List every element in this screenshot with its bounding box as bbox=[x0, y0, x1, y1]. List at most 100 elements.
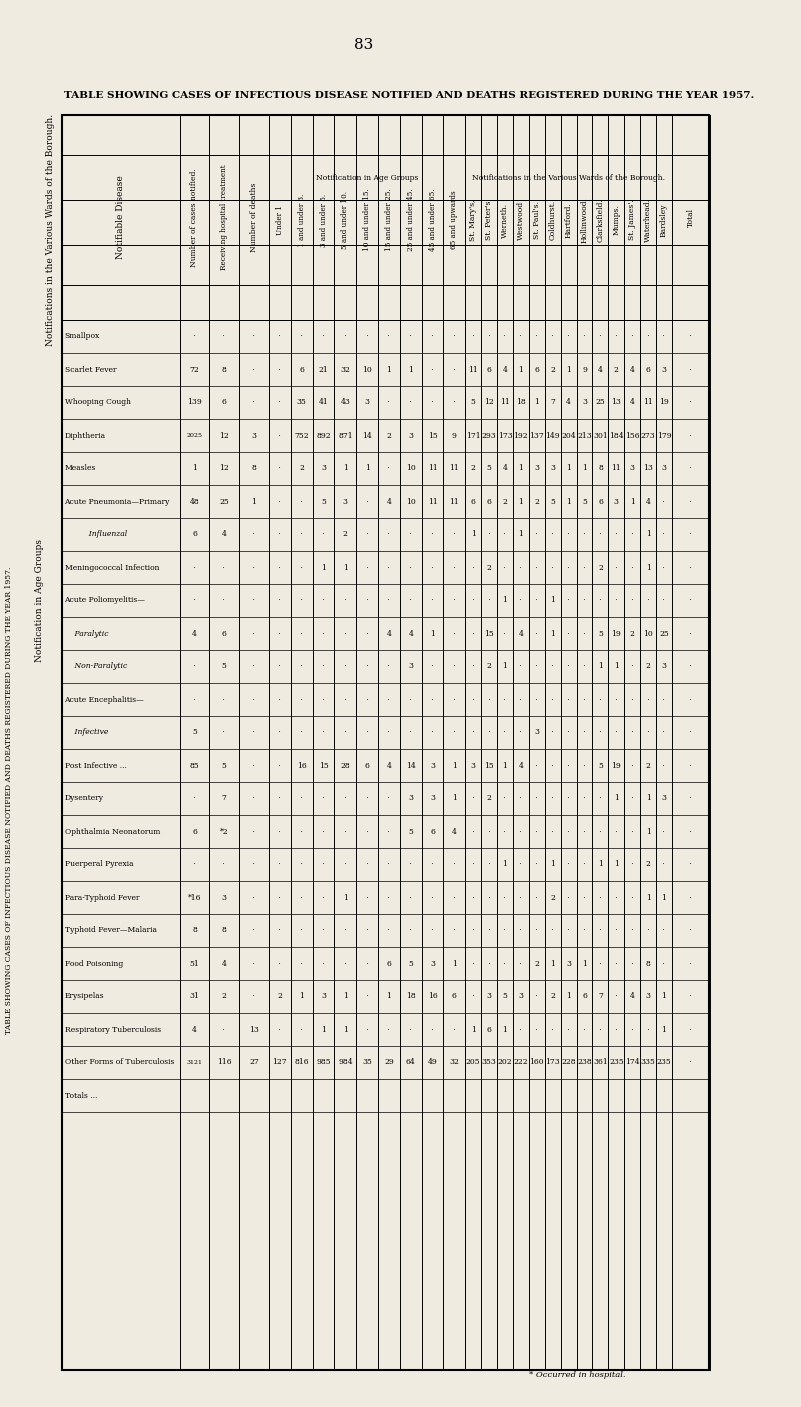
Text: ·: · bbox=[581, 530, 588, 539]
Text: ·: · bbox=[645, 1026, 652, 1034]
Text: 871: 871 bbox=[338, 432, 352, 439]
Text: 18: 18 bbox=[516, 398, 525, 407]
Text: 10: 10 bbox=[406, 464, 416, 473]
Text: ·: · bbox=[429, 597, 436, 605]
Text: 1: 1 bbox=[646, 795, 650, 802]
Text: ·: · bbox=[320, 795, 327, 802]
Text: ·: · bbox=[364, 926, 371, 934]
Text: 7: 7 bbox=[222, 795, 227, 802]
Text: 4: 4 bbox=[598, 366, 603, 373]
Text: ·: · bbox=[385, 563, 392, 571]
Text: ·: · bbox=[276, 398, 284, 407]
Text: ·: · bbox=[342, 960, 349, 968]
Text: ·: · bbox=[687, 629, 694, 637]
Text: ·: · bbox=[565, 893, 572, 902]
Text: 1: 1 bbox=[566, 366, 571, 373]
Text: ·: · bbox=[298, 663, 305, 671]
Text: ·: · bbox=[364, 563, 371, 571]
Text: ·: · bbox=[429, 398, 436, 407]
Text: 3: 3 bbox=[430, 960, 435, 968]
Text: 3: 3 bbox=[518, 992, 523, 1000]
Text: ·: · bbox=[661, 695, 667, 704]
Text: 192: 192 bbox=[513, 432, 528, 439]
Text: ·: · bbox=[549, 563, 557, 571]
Text: 1: 1 bbox=[321, 563, 326, 571]
Text: ·: · bbox=[342, 629, 349, 637]
Text: 2: 2 bbox=[646, 663, 650, 671]
Text: ·: · bbox=[501, 827, 509, 836]
Text: ·: · bbox=[565, 827, 572, 836]
Text: 3: 3 bbox=[343, 498, 348, 505]
Text: Other Forms of Tuberculosis: Other Forms of Tuberculosis bbox=[65, 1058, 174, 1067]
Text: ·: · bbox=[276, 926, 284, 934]
Text: 5: 5 bbox=[222, 663, 227, 671]
Text: 16: 16 bbox=[297, 761, 307, 770]
Text: ·: · bbox=[565, 597, 572, 605]
Text: 1: 1 bbox=[452, 960, 457, 968]
Text: 35: 35 bbox=[296, 398, 307, 407]
Text: ·: · bbox=[629, 695, 636, 704]
Text: ·: · bbox=[661, 332, 667, 340]
Text: 6: 6 bbox=[471, 498, 476, 505]
Text: 15: 15 bbox=[319, 761, 328, 770]
Text: ·: · bbox=[429, 332, 436, 340]
Text: ·: · bbox=[385, 827, 392, 836]
Text: ·: · bbox=[251, 563, 258, 571]
Text: ·: · bbox=[385, 926, 392, 934]
Text: ·: · bbox=[451, 366, 458, 373]
Text: ·: · bbox=[517, 893, 525, 902]
Text: * Occurred in hospital.: * Occurred in hospital. bbox=[529, 1370, 626, 1379]
Text: ·: · bbox=[298, 695, 305, 704]
Text: ·: · bbox=[533, 926, 541, 934]
Text: ·: · bbox=[581, 893, 588, 902]
Text: 12: 12 bbox=[219, 464, 229, 473]
Text: 5: 5 bbox=[222, 761, 227, 770]
Text: ·: · bbox=[549, 926, 557, 934]
Text: ·: · bbox=[629, 761, 636, 770]
Text: 6: 6 bbox=[387, 960, 392, 968]
Text: ·: · bbox=[565, 695, 572, 704]
Text: Under 1: Under 1 bbox=[276, 205, 284, 235]
Text: ·: · bbox=[276, 827, 284, 836]
Text: ·: · bbox=[220, 695, 227, 704]
Text: 4: 4 bbox=[387, 498, 392, 505]
Text: 5: 5 bbox=[487, 464, 492, 473]
Text: Number of deaths: Number of deaths bbox=[250, 183, 258, 252]
Text: 31: 31 bbox=[190, 992, 199, 1000]
Text: 335: 335 bbox=[641, 1058, 655, 1067]
Text: 2: 2 bbox=[550, 992, 555, 1000]
Text: 11: 11 bbox=[449, 498, 459, 505]
Text: 11: 11 bbox=[469, 366, 478, 373]
Text: TABLE SHOWING CASES OF INFECTIOUS DISEASE NOTIFIED AND DEATHS REGISTERED DURING : TABLE SHOWING CASES OF INFECTIOUS DISEAS… bbox=[64, 90, 754, 100]
Text: ·: · bbox=[451, 663, 458, 671]
Text: 19: 19 bbox=[611, 761, 622, 770]
Text: 4: 4 bbox=[192, 1026, 197, 1034]
Text: 8: 8 bbox=[222, 926, 227, 934]
Text: 1: 1 bbox=[387, 992, 392, 1000]
Text: 235: 235 bbox=[657, 1058, 671, 1067]
Text: ·: · bbox=[251, 992, 258, 1000]
Text: 205: 205 bbox=[466, 1058, 481, 1067]
Text: ·: · bbox=[549, 761, 557, 770]
Text: ·: · bbox=[533, 795, 541, 802]
Text: ·: · bbox=[364, 332, 371, 340]
Text: Coldhurst.: Coldhurst. bbox=[549, 200, 557, 241]
Text: ·: · bbox=[687, 398, 694, 407]
Text: 64: 64 bbox=[406, 1058, 416, 1067]
Text: ·: · bbox=[191, 332, 198, 340]
Text: ·: · bbox=[661, 530, 667, 539]
Text: 228: 228 bbox=[562, 1058, 576, 1067]
Text: ·: · bbox=[407, 563, 414, 571]
Text: 28: 28 bbox=[340, 761, 350, 770]
Text: ·: · bbox=[687, 663, 694, 671]
Text: ·: · bbox=[661, 926, 667, 934]
Text: ·: · bbox=[533, 992, 541, 1000]
Text: ·: · bbox=[298, 629, 305, 637]
Text: ·: · bbox=[276, 893, 284, 902]
Text: 2: 2 bbox=[646, 761, 650, 770]
Text: 1: 1 bbox=[518, 366, 523, 373]
Text: ·: · bbox=[565, 530, 572, 539]
Text: 6: 6 bbox=[582, 992, 587, 1000]
Text: ·: · bbox=[364, 663, 371, 671]
Text: 4: 4 bbox=[646, 498, 650, 505]
